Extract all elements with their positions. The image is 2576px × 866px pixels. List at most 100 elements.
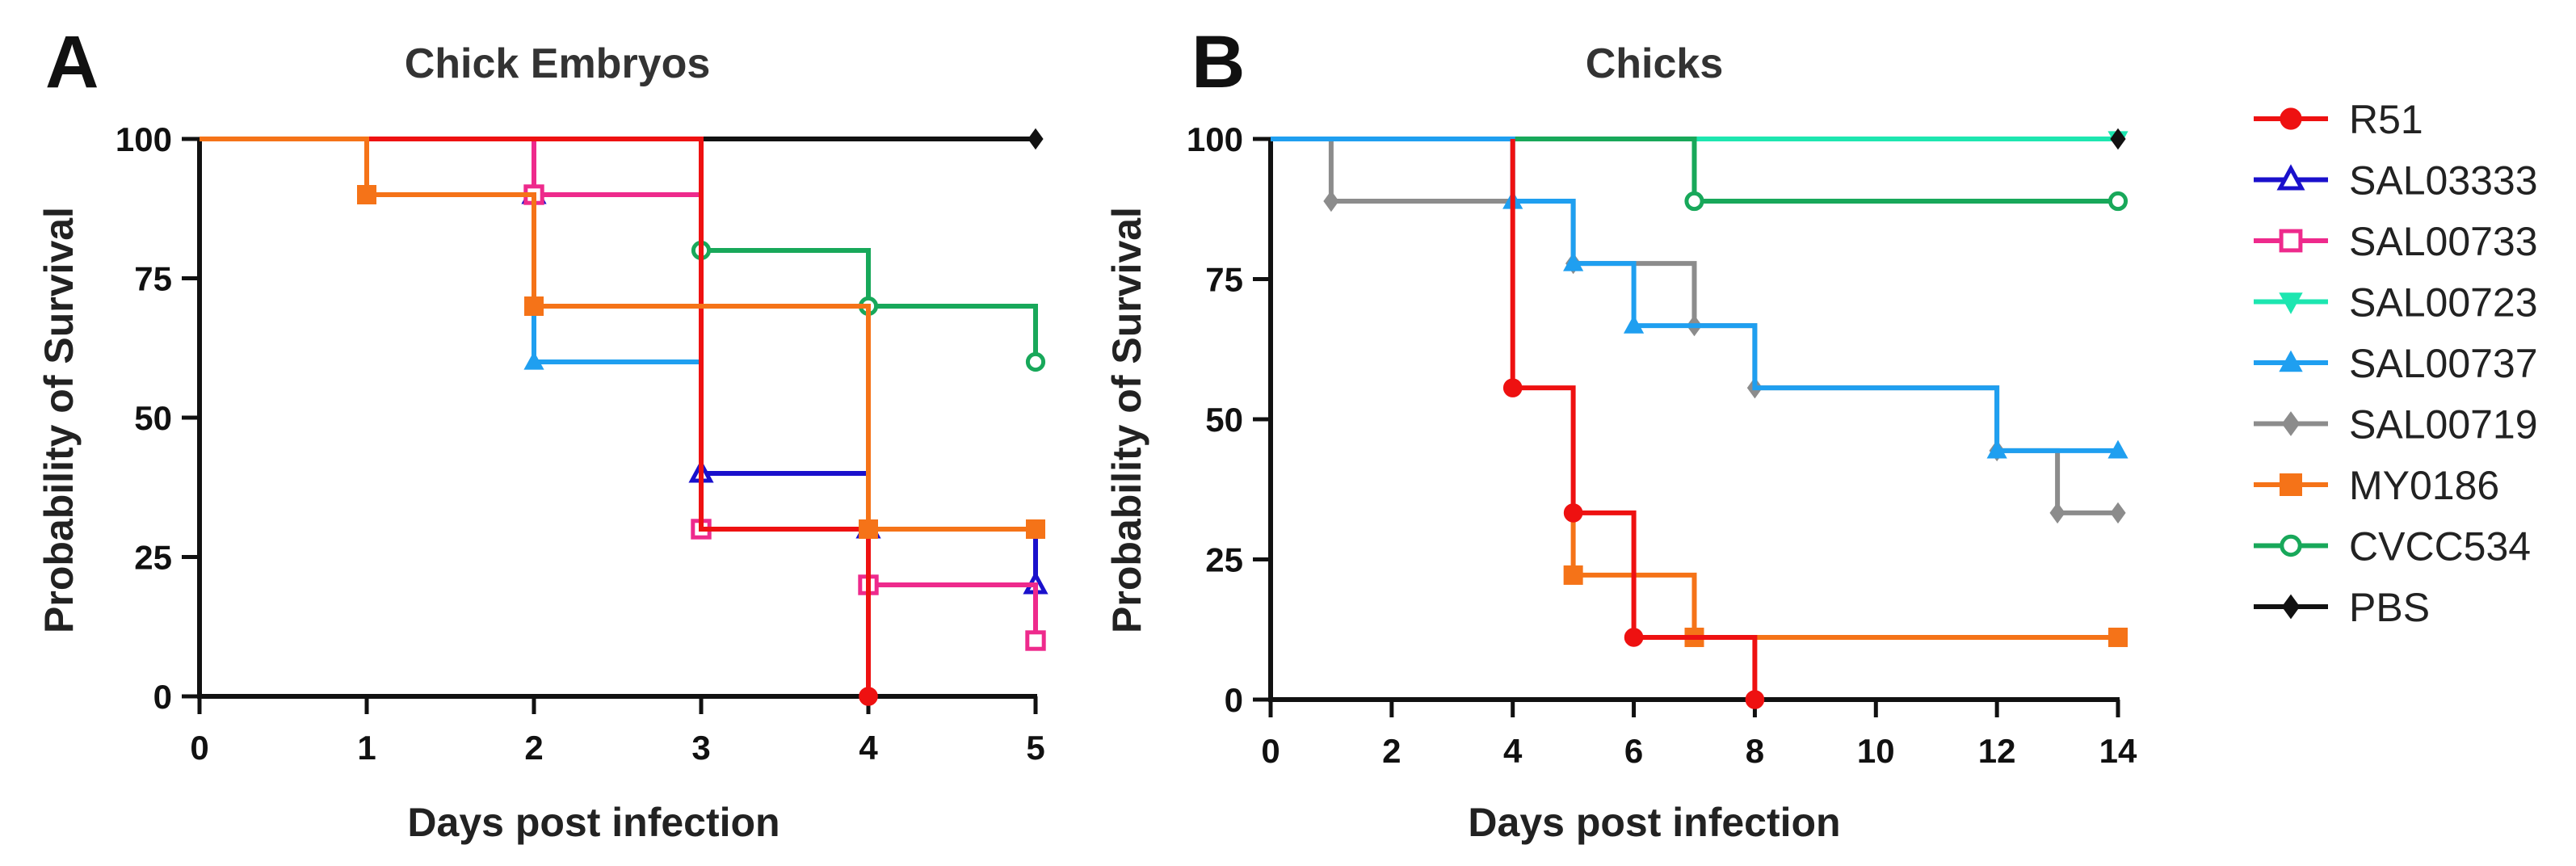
legend-label: SAL00719 (2349, 402, 2538, 448)
panel-b-x-tick-label: 14 (2099, 732, 2137, 770)
legend-marker (2281, 411, 2301, 436)
panel-b-title: Chicks (1586, 40, 1724, 87)
panel-a-letter: A (45, 21, 99, 103)
panel-a-r51-line (200, 137, 871, 696)
panel-b-r51-line (1510, 139, 1758, 700)
panel-b-cvcc534-point (1684, 191, 1704, 212)
panel-b-y-tick-label: 25 (1205, 541, 1243, 579)
legend-marker (2281, 594, 2301, 620)
panel-a-series-sal03333 (200, 137, 1048, 595)
panel-b-x-tick-label: 0 (1261, 732, 1280, 770)
panel-b-y-tick-label: 100 (1187, 120, 1243, 158)
panel-a-my0186-point (357, 185, 376, 204)
legend-item-my0186: MY0186 (2254, 463, 2499, 508)
legend-item-sal00723: SAL00723 (2254, 280, 2538, 326)
panel-b-my0186-line (1570, 512, 2118, 640)
panel-a-my0186-point (859, 519, 878, 539)
legend-marker (2279, 292, 2303, 314)
legend-marker (2280, 107, 2302, 130)
panel-a-x-tick-label: 4 (859, 729, 878, 767)
panel-b-x-tick-label: 2 (1382, 732, 1401, 770)
panel-b-x-tick-label: 10 (1857, 732, 1895, 770)
panel-a-title: Chick Embryos (405, 40, 711, 87)
panel-a-y-axis-label: Probability of Survival (36, 207, 82, 633)
panel-a-series-r51 (200, 137, 878, 706)
legend-marker (2280, 534, 2302, 557)
panel-b-r51-point (1563, 503, 1583, 523)
panel-a-y-tick-label: 50 (134, 399, 172, 437)
panel-b-r51-point (1745, 690, 1765, 709)
legend-label: CVCC534 (2349, 524, 2531, 570)
panel-b-series-r51 (1502, 139, 1765, 709)
panel-b-sal00719-point (2110, 502, 2126, 524)
legend-label: SAL00737 (2349, 341, 2538, 386)
legend-label: PBS (2349, 585, 2430, 630)
panel-b-r51-point (1624, 628, 1644, 647)
panel-b-series-pbs (2110, 128, 2126, 150)
legend-label: SAL00723 (2349, 280, 2538, 326)
panel-a-pbs-point (1027, 128, 1044, 150)
panel-a-series-sal00733 (200, 137, 1046, 651)
panel-a-y-tick-label: 100 (116, 120, 172, 158)
panel-a-y-tick-label: 0 (153, 678, 172, 716)
legend-item-sal00719: SAL00719 (2254, 402, 2538, 448)
panel-b-sal00737-point (2107, 439, 2128, 459)
panel-b-x-tick-label: 4 (1503, 732, 1523, 770)
legend-label: SAL00733 (2349, 219, 2538, 264)
legend-item-pbs: PBS (2254, 585, 2430, 630)
panel-b-plot-area: 0 2 4 6 8 10 12 14 0 25 50 75 100 (1187, 120, 2137, 770)
panel-a-x-axis-label: Days post infection (407, 800, 780, 845)
panel-b-x-tick-label: 12 (1978, 732, 2016, 770)
panel-b-r51-point (1502, 378, 1523, 397)
panel-b-sal00737-point (1623, 314, 1645, 334)
panel-b-x-tick-label: 8 (1746, 732, 1764, 770)
panel-b-my0186-point (2108, 627, 2128, 647)
legend-marker (2279, 350, 2303, 372)
legend-marker (2280, 473, 2302, 496)
panel-b-sal00737-point (1563, 252, 1584, 271)
panel-a: A Chick Embryos Days post infection Prob… (36, 21, 1048, 845)
panel-a-sal00733-point (1025, 630, 1046, 651)
panel-a-my0186-point (524, 296, 544, 316)
panel-a-x-tick-label: 0 (190, 729, 208, 767)
panel-b-y-tick-label: 0 (1225, 681, 1243, 719)
panel-b-y-axis-label: Probability of Survival (1104, 207, 1149, 633)
panel-a-my0186-point (1026, 519, 1045, 539)
panel-a-y-tick-label: 75 (134, 260, 172, 298)
legend-item-sal00737: SAL00737 (2254, 341, 2538, 386)
panel-a-cvcc534-point (1025, 351, 1046, 372)
legend-item-r51: R51 (2254, 97, 2423, 142)
legend-item-cvcc534: CVCC534 (2254, 524, 2531, 570)
panel-b-x-axis-label: Days post infection (1468, 800, 1840, 845)
panel-a-series-sal00737 (200, 137, 879, 696)
panel-a-my0186-line (200, 137, 1036, 532)
panel-b-y-tick-label: 75 (1205, 261, 1243, 299)
panel-b-sal00737-point (1986, 439, 2007, 459)
panel-a-x-tick-label: 1 (357, 729, 376, 767)
legend-label: MY0186 (2349, 463, 2499, 508)
legend-label: R51 (2349, 97, 2423, 142)
panel-b-series-my0186 (1563, 512, 2128, 647)
panel-b-cvcc534-point (2107, 191, 2128, 212)
panel-a-x-tick-label: 2 (524, 729, 543, 767)
panel-b: B Chicks Days post infection Probability… (1104, 21, 2137, 845)
panel-a-x-tick-label: 5 (1026, 729, 1044, 767)
panel-a-x-tick-label: 3 (691, 729, 710, 767)
panel-b-sal00719-point (2049, 502, 2065, 524)
legend-marker (2279, 229, 2303, 253)
panel-a-series-my0186 (200, 137, 1045, 539)
panel-a-sal00737-point (523, 351, 544, 370)
panel-a-r51-point (859, 687, 878, 706)
panel-b-series-sal00737 (1271, 137, 2128, 459)
panel-a-series-cvcc534 (200, 137, 1046, 372)
panel-b-x-tick-label: 6 (1624, 732, 1643, 770)
panel-b-sal00719-point (1323, 190, 1339, 212)
legend-marker (2276, 164, 2305, 191)
legend: R51 SAL03333 SAL00733 SAL00723 SAL00737 SAL00… (2254, 97, 2538, 630)
panel-b-y-tick-label: 50 (1205, 401, 1243, 439)
legend-item-sal00733: SAL00733 (2254, 219, 2538, 264)
panel-b-series-cvcc534 (1271, 137, 2128, 212)
panel-a-cvcc534-line (200, 137, 1038, 362)
